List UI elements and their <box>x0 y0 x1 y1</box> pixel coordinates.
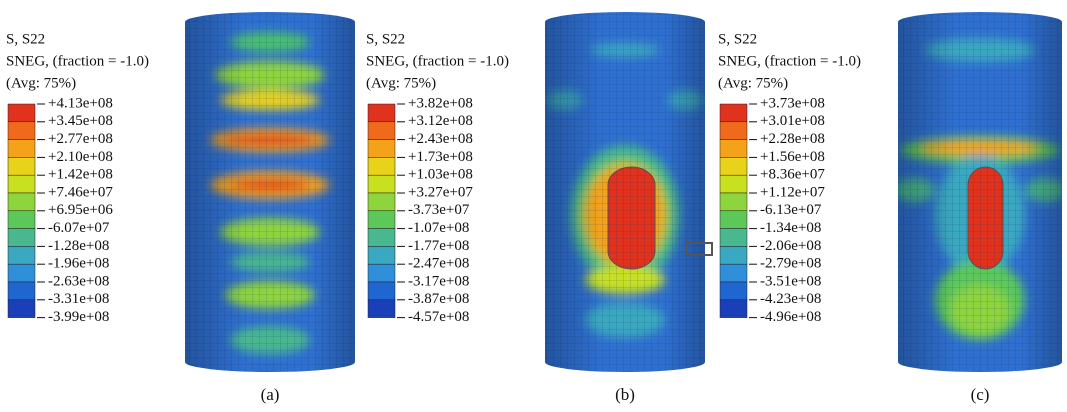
legend-label: +1.73e+08 <box>408 149 473 165</box>
contour <box>894 12 1065 372</box>
legend-label: -6.07e+07 <box>48 220 110 236</box>
caption: (b) <box>615 385 635 404</box>
legend-label: -3.17e+08 <box>408 273 469 289</box>
legend-title: (Avg: 75%) <box>718 75 788 91</box>
color-box <box>8 140 35 158</box>
color-box <box>8 157 35 175</box>
color-box <box>368 122 395 140</box>
legend-label: +1.56e+08 <box>760 149 825 165</box>
color-box <box>8 193 35 211</box>
color-box <box>8 104 35 122</box>
legend-label: -2.63e+08 <box>48 273 109 289</box>
color-box <box>720 264 747 282</box>
legend-label: +1.12e+07 <box>760 184 825 200</box>
legend-label: -6.13e+07 <box>760 202 822 218</box>
legend-label: +1.03e+08 <box>408 167 473 183</box>
color-box <box>8 264 35 282</box>
legend-label: -4.23e+08 <box>760 291 821 307</box>
color-box <box>8 175 35 193</box>
legend-title: SNEG, (fraction = -1.0) <box>366 53 509 69</box>
legend-label: -4.57e+08 <box>408 309 469 325</box>
legend-title: SNEG, (fraction = -1.0) <box>6 53 149 69</box>
legend-label: +2.28e+08 <box>760 131 825 147</box>
cylinder <box>894 12 1065 372</box>
legend-label: +3.73e+08 <box>760 95 825 111</box>
color-box <box>368 140 395 158</box>
legend-label: -1.34e+08 <box>760 220 821 236</box>
color-box <box>368 300 395 318</box>
legend-label: +2.77e+08 <box>48 131 113 147</box>
color-box <box>720 246 747 264</box>
color-box <box>368 246 395 264</box>
shading <box>185 12 355 372</box>
legend-label: -1.96e+08 <box>48 256 109 272</box>
legend-label: +2.43e+08 <box>408 131 473 147</box>
color-box <box>720 140 747 158</box>
color-box <box>8 300 35 318</box>
legend-title: S, S22 <box>718 31 757 47</box>
legend-label: +3.12e+08 <box>408 113 473 129</box>
color-box <box>720 104 747 122</box>
color-box <box>8 246 35 264</box>
figure: S, S22 SNEG, (fraction = -1.0) (Avg: 75%) +… <box>0 0 1067 412</box>
legend-label: +3.45e+08 <box>48 113 113 129</box>
legend-label: -1.07e+08 <box>408 220 469 236</box>
legend-label: -2.79e+08 <box>760 256 821 272</box>
legend-label: +3.82e+08 <box>408 95 473 111</box>
color-box <box>720 300 747 318</box>
legend-label: -3.87e+08 <box>408 291 469 307</box>
contour <box>185 12 355 372</box>
color-box <box>720 229 747 247</box>
legend-label: +3.01e+08 <box>760 113 825 129</box>
color-box <box>368 157 395 175</box>
shading <box>545 12 705 372</box>
legend-title: (Avg: 75%) <box>6 75 76 91</box>
color-box <box>8 122 35 140</box>
contour <box>545 12 705 372</box>
legend-label: -4.96e+08 <box>760 309 821 325</box>
color-box <box>720 282 747 300</box>
color-box <box>368 193 395 211</box>
legend-label: -3.51e+08 <box>760 273 821 289</box>
legend-label: +4.13e+08 <box>48 95 113 111</box>
legend-title: S, S22 <box>366 31 405 47</box>
cylinder <box>545 12 705 372</box>
legend-title: SNEG, (fraction = -1.0) <box>718 53 861 69</box>
color-box <box>720 193 747 211</box>
legend-label: -1.77e+08 <box>408 238 469 254</box>
color-box <box>8 211 35 229</box>
legend-label: +6.95e+06 <box>48 202 113 218</box>
legend-title: (Avg: 75%) <box>366 75 436 91</box>
legend-label: +2.10e+08 <box>48 149 113 165</box>
legend-label: +3.27e+07 <box>408 184 473 200</box>
legend-label: -3.99e+08 <box>48 309 109 325</box>
legend-label: +8.36e+07 <box>760 167 825 183</box>
color-box <box>368 282 395 300</box>
color-box <box>720 175 747 193</box>
color-box <box>368 229 395 247</box>
legend-label: -2.47e+08 <box>408 256 469 272</box>
color-box <box>368 104 395 122</box>
color-box <box>720 122 747 140</box>
color-box <box>368 175 395 193</box>
color-box <box>368 264 395 282</box>
shading <box>898 12 1062 372</box>
caption: (c) <box>971 385 990 404</box>
color-box <box>8 229 35 247</box>
legend-label: +1.42e+08 <box>48 167 113 183</box>
color-box <box>368 211 395 229</box>
legend-label: -3.31e+08 <box>48 291 109 307</box>
color-box <box>8 282 35 300</box>
cylinder <box>185 12 355 372</box>
legend-label: -3.73e+07 <box>408 202 470 218</box>
legend-label: +7.46e+07 <box>48 184 113 200</box>
legend-label: -1.28e+08 <box>48 238 109 254</box>
caption: (a) <box>261 385 280 404</box>
color-box <box>720 211 747 229</box>
color-box <box>720 157 747 175</box>
legend-label: -2.06e+08 <box>760 238 821 254</box>
legend-title: S, S22 <box>6 31 45 47</box>
